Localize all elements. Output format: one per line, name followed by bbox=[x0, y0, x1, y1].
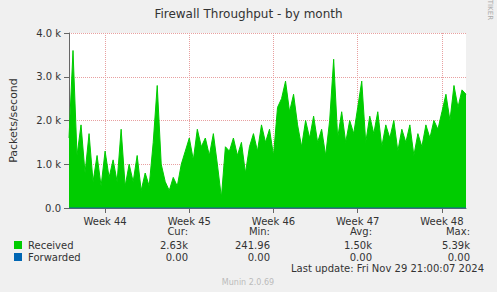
svg-text:Week 48: Week 48 bbox=[420, 216, 463, 227]
svg-text:RRDTOOL / TOBI OETIKER: RRDTOOL / TOBI OETIKER bbox=[486, 0, 494, 20]
svg-text:1.0 k: 1.0 k bbox=[36, 159, 61, 170]
svg-text:Max:: Max: bbox=[446, 226, 470, 237]
svg-text:Cur:: Cur: bbox=[167, 226, 188, 237]
svg-text:241.96: 241.96 bbox=[235, 240, 270, 251]
svg-text:Week 44: Week 44 bbox=[83, 216, 126, 227]
svg-text:2.0 k: 2.0 k bbox=[36, 115, 61, 126]
svg-text:5.39k: 5.39k bbox=[442, 240, 470, 251]
svg-text:Packets/second: Packets/second bbox=[7, 78, 20, 163]
svg-text:0.00: 0.00 bbox=[448, 252, 470, 263]
svg-text:Received: Received bbox=[28, 240, 74, 251]
svg-text:0.00: 0.00 bbox=[248, 252, 270, 263]
svg-text:Week 45: Week 45 bbox=[168, 216, 211, 227]
svg-text:Week 47: Week 47 bbox=[336, 216, 379, 227]
svg-text:0.00: 0.00 bbox=[166, 252, 188, 263]
svg-text:2.63k: 2.63k bbox=[160, 240, 188, 251]
svg-text:Munin 2.0.69: Munin 2.0.69 bbox=[222, 278, 274, 287]
svg-text:3.0 k: 3.0 k bbox=[36, 71, 61, 82]
svg-text:4.0 k: 4.0 k bbox=[36, 28, 61, 39]
svg-text:Week 46: Week 46 bbox=[252, 216, 295, 227]
svg-text:0.00: 0.00 bbox=[350, 252, 372, 263]
svg-text:1.50k: 1.50k bbox=[344, 240, 372, 251]
svg-text:Forwarded: Forwarded bbox=[28, 252, 81, 263]
svg-text:0.0: 0.0 bbox=[45, 203, 61, 214]
svg-text:Firewall Throughput - by month: Firewall Throughput - by month bbox=[154, 7, 342, 21]
svg-text:Last update: Fri Nov 29 21:00:: Last update: Fri Nov 29 21:00:07 2024 bbox=[291, 263, 484, 274]
svg-text:Min:: Min: bbox=[249, 226, 270, 237]
svg-text:Avg:: Avg: bbox=[350, 226, 372, 237]
